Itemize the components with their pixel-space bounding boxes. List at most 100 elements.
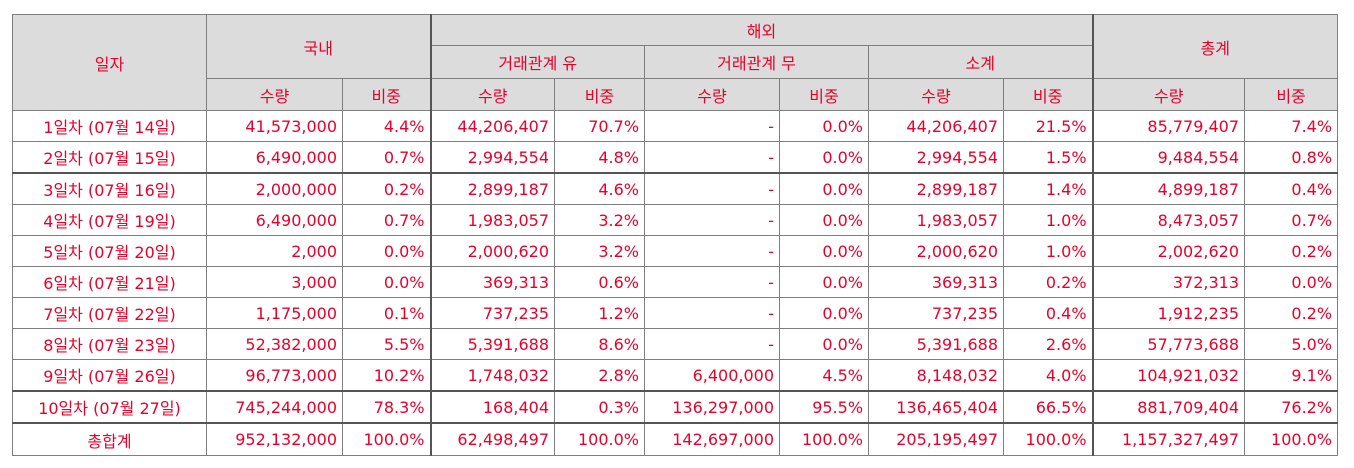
- cell-domestic-qty: 1,175,000: [206, 297, 343, 329]
- header-with-relation-ratio: 비중: [554, 78, 646, 111]
- header-subtotal-qty: 수량: [868, 78, 1005, 111]
- cell-total-ratio: 0.8%: [1244, 141, 1339, 174]
- table-row: 8일차 (07월 23일) 52,382,000 5.5% 5,391,688 8.6%…: [12, 328, 1339, 360]
- table-row: 7일차 (07월 22일) 1,175,000 0.1% 737,235 1.2% -0.…: [12, 297, 1339, 329]
- header-subtotal-ratio: 비중: [1003, 78, 1094, 111]
- cell-date: 7일차 (07월 22일): [12, 297, 207, 329]
- cell-domestic-ratio: 100.0%: [341, 422, 432, 456]
- cell-total-ratio: 0.4%: [1244, 172, 1339, 205]
- table-row: 9일차 (07월 26일) 96,773,000 10.2% 1,748,032 2.8…: [12, 359, 1339, 392]
- cell-domestic-ratio: 5.5%: [341, 328, 432, 360]
- cell-domestic-qty: 41,573,000: [206, 110, 343, 142]
- cell-date: 8일차 (07월 23일): [12, 328, 207, 360]
- cell-subtotal-ratio: 66.5%: [1003, 390, 1094, 424]
- cell-with-relation-qty: 2,994,554: [429, 141, 556, 174]
- cell-without-relation-qty: -: [644, 297, 781, 329]
- cell-with-relation-qty: 369,313: [429, 266, 556, 298]
- header-with-relation: 거래관계 유: [429, 45, 646, 79]
- cell-total-ratio: 0.2%: [1244, 235, 1339, 267]
- cell-total-qty: 4,899,187: [1092, 172, 1246, 205]
- cell-with-relation-qty: 62,498,497: [429, 422, 556, 456]
- cell-without-relation-ratio: 100.0%: [779, 422, 870, 456]
- cell-without-relation-ratio: 4.5%: [779, 359, 870, 392]
- cell-subtotal-ratio: 100.0%: [1003, 422, 1094, 456]
- cell-with-relation-ratio: 4.8%: [554, 141, 646, 174]
- table-row: 4일차 (07월 19일) 6,490,000 0.7% 1,983,057 3.2% -…: [12, 204, 1339, 236]
- cell-with-relation-ratio: 100.0%: [554, 422, 646, 456]
- cell-total-ratio: 9.1%: [1244, 359, 1339, 392]
- cell-date: 2일차 (07월 15일): [12, 141, 207, 174]
- cell-subtotal-qty: 1,983,057: [868, 204, 1005, 236]
- cell-domestic-ratio: 0.0%: [341, 266, 432, 298]
- cell-without-relation-ratio: 0.0%: [779, 328, 870, 360]
- cell-with-relation-qty: 1,748,032: [429, 359, 556, 392]
- cell-domestic-qty: 6,490,000: [206, 141, 343, 174]
- table-header: 일자 국내 해외 총계 거래관계 유 거래관계 무 소계 수량 비중 수량 비중…: [12, 14, 1339, 111]
- cell-with-relation-ratio: 3.2%: [554, 204, 646, 236]
- cell-total-qty: 1,157,327,497: [1092, 422, 1246, 456]
- cell-total-qty: 57,773,688: [1092, 328, 1246, 360]
- cell-domestic-qty: 952,132,000: [206, 422, 343, 456]
- cell-date: 총합계: [12, 422, 207, 456]
- cell-total-qty: 9,484,554: [1092, 141, 1246, 174]
- cell-domestic-qty: 2,000,000: [206, 172, 343, 205]
- cell-total-qty: 8,473,057: [1092, 204, 1246, 236]
- cell-with-relation-qty: 2,000,620: [429, 235, 556, 267]
- cell-without-relation-qty: -: [644, 110, 781, 142]
- table-row: 1일차 (07월 14일) 41,573,000 4.4% 44,206,407 70.…: [12, 110, 1339, 142]
- cell-without-relation-qty: 142,697,000: [644, 422, 781, 456]
- cell-subtotal-ratio: 0.2%: [1003, 266, 1094, 298]
- cell-subtotal-qty: 369,313: [868, 266, 1005, 298]
- table-body: 1일차 (07월 14일) 41,573,000 4.4% 44,206,407 70.…: [12, 110, 1339, 456]
- table-row: 2일차 (07월 15일) 6,490,000 0.7% 2,994,554 4.8% -…: [12, 141, 1339, 174]
- cell-with-relation-ratio: 0.6%: [554, 266, 646, 298]
- cell-date: 4일차 (07월 19일): [12, 204, 207, 236]
- cell-subtotal-ratio: 1.0%: [1003, 204, 1094, 236]
- header-domestic: 국내: [205, 14, 432, 79]
- cell-subtotal-ratio: 2.6%: [1003, 328, 1094, 360]
- header-domestic-ratio: 비중: [341, 78, 432, 111]
- cell-subtotal-qty: 737,235: [868, 297, 1005, 329]
- cell-domestic-ratio: 0.2%: [341, 172, 432, 205]
- cell-subtotal-qty: 205,195,497: [868, 422, 1005, 456]
- cell-date: 5일차 (07월 20일): [12, 235, 207, 267]
- cell-subtotal-qty: 2,994,554: [868, 141, 1005, 174]
- cell-date: 3일차 (07월 16일): [12, 172, 207, 205]
- cell-subtotal-ratio: 1.5%: [1003, 141, 1094, 174]
- header-with-relation-qty: 수량: [429, 78, 556, 111]
- cell-domestic-ratio: 4.4%: [341, 110, 432, 142]
- header-total-qty: 수량: [1092, 78, 1246, 111]
- header-without-relation-ratio: 비중: [779, 78, 870, 111]
- cell-without-relation-ratio: 95.5%: [779, 390, 870, 424]
- cell-total-ratio: 0.0%: [1244, 266, 1339, 298]
- cell-total-qty: 2,002,620: [1092, 235, 1246, 267]
- cell-total-ratio: 100.0%: [1244, 422, 1339, 456]
- cell-with-relation-ratio: 3.2%: [554, 235, 646, 267]
- cell-total-ratio: 0.7%: [1244, 204, 1339, 236]
- cell-total-ratio: 76.2%: [1244, 390, 1339, 424]
- cell-with-relation-ratio: 70.7%: [554, 110, 646, 142]
- cell-subtotal-qty: 2,899,187: [868, 172, 1005, 205]
- cell-date: 6일차 (07월 21일): [12, 266, 207, 298]
- cell-with-relation-qty: 168,404: [429, 390, 556, 424]
- cell-without-relation-ratio: 0.0%: [779, 297, 870, 329]
- cell-without-relation-ratio: 0.0%: [779, 266, 870, 298]
- header-without-relation-qty: 수량: [644, 78, 781, 111]
- cell-subtotal-qty: 5,391,688: [868, 328, 1005, 360]
- cell-without-relation-qty: -: [644, 266, 781, 298]
- cell-without-relation-qty: -: [644, 204, 781, 236]
- cell-total-ratio: 0.2%: [1244, 297, 1339, 329]
- cell-domestic-qty: 745,244,000: [206, 390, 343, 424]
- cell-domestic-qty: 2,000: [206, 235, 343, 267]
- cell-with-relation-qty: 1,983,057: [429, 204, 556, 236]
- cell-domestic-ratio: 10.2%: [341, 359, 432, 392]
- cell-with-relation-qty: 2,899,187: [429, 172, 556, 205]
- table-row: 10일차 (07월 27일) 745,244,000 78.3% 168,404 0.3…: [12, 390, 1339, 424]
- total-row: 총합계 952,132,000 100.0% 62,498,497 100.0% 142,…: [12, 422, 1339, 456]
- cell-subtotal-qty: 8,148,032: [868, 359, 1005, 392]
- header-total-ratio: 비중: [1244, 78, 1339, 111]
- cell-total-qty: 1,912,235: [1092, 297, 1246, 329]
- cell-with-relation-ratio: 1.2%: [554, 297, 646, 329]
- cell-date: 10일차 (07월 27일): [12, 390, 207, 424]
- cell-without-relation-qty: -: [644, 235, 781, 267]
